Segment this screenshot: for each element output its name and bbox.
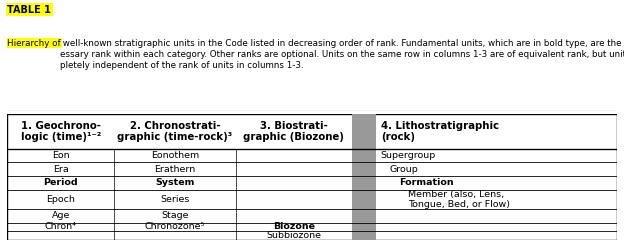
Text: Hierarchy of: Hierarchy of (7, 39, 61, 48)
Text: Biozone: Biozone (273, 222, 314, 231)
Text: Series: Series (160, 195, 190, 204)
Text: well-known stratigraphic units in the Code listed in decreasing order of rank. F: well-known stratigraphic units in the Co… (61, 39, 624, 70)
Text: Chronozone⁵: Chronozone⁵ (145, 222, 205, 231)
Text: Member (also, Lens,
Tongue, Bed, or Flow): Member (also, Lens, Tongue, Bed, or Flow… (408, 190, 510, 209)
Text: System: System (155, 178, 195, 188)
Text: Period: Period (44, 178, 78, 188)
Text: Supergroup: Supergroup (381, 151, 436, 160)
Text: 3. Biostrati-
graphic (Biozone): 3. Biostrati- graphic (Biozone) (243, 121, 344, 142)
Text: Epoch: Epoch (46, 195, 76, 204)
Text: Eonothem: Eonothem (151, 151, 199, 160)
Text: Eon: Eon (52, 151, 70, 160)
Text: Era: Era (53, 165, 69, 174)
Text: TABLE 1: TABLE 1 (7, 5, 51, 15)
Text: Formation: Formation (399, 178, 454, 188)
Text: Stage: Stage (161, 211, 188, 220)
Text: Subbiozone: Subbiozone (266, 231, 321, 240)
Text: Chron⁴: Chron⁴ (45, 222, 77, 231)
Text: 1. Geochrono-
logic (time)¹⁻²: 1. Geochrono- logic (time)¹⁻² (21, 121, 101, 142)
Text: Group: Group (390, 165, 419, 174)
Text: 4. Lithostratigraphic
(rock): 4. Lithostratigraphic (rock) (381, 121, 499, 142)
Text: Age: Age (52, 211, 70, 220)
Bar (351, 114, 376, 240)
Text: Erathern: Erathern (154, 165, 195, 174)
Text: 2. Chronostrati-
graphic (time-rock)³: 2. Chronostrati- graphic (time-rock)³ (117, 121, 233, 142)
